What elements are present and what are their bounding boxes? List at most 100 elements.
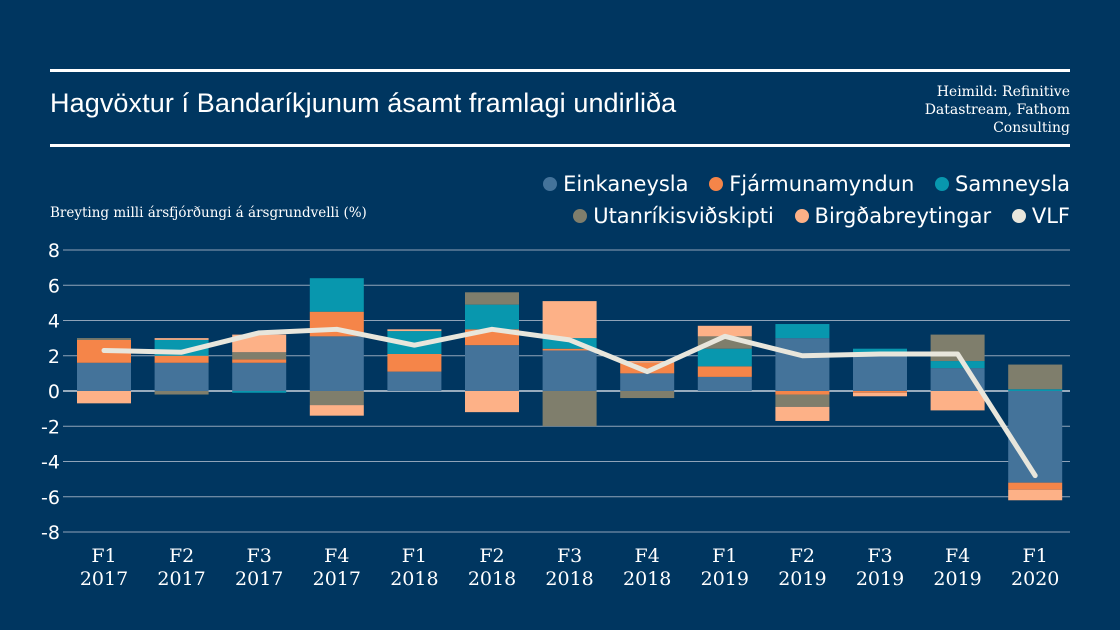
bar-segment-einkaneysla	[697, 376, 752, 391]
x-tick-label: 2019	[701, 568, 749, 590]
legend-label: Fjármunamyndun	[729, 172, 915, 196]
bar-segment-birgðabreytingar	[853, 392, 907, 397]
y-tick-label: 8	[48, 240, 60, 262]
bar-segment-einkaneysla	[77, 362, 131, 391]
bar-segment-fjármunamyndun	[697, 366, 752, 377]
x-tick-label: F3	[247, 545, 272, 567]
bar-segment-samneysla	[930, 361, 985, 369]
x-tick-label: F2	[479, 545, 504, 567]
y-tick-label: -6	[41, 487, 60, 509]
legend-row: Einkaneysla Fjármunamyndun Samneysla	[450, 168, 1070, 200]
bar-segment-birgðabreytingar	[775, 406, 830, 421]
x-tick-label: 2018	[623, 568, 671, 590]
bar-segment-utanríkisviðskipti	[465, 292, 519, 305]
legend: Einkaneysla Fjármunamyndun Samneysla Uta…	[450, 168, 1070, 232]
bar-segment-fjármunamyndun	[387, 353, 442, 372]
bar-segment-einkaneysla	[387, 371, 442, 391]
legend-label: Utanríkisviðskipti	[593, 204, 774, 228]
y-tick-label: -2	[41, 416, 60, 438]
x-tick-label: 2019	[778, 568, 826, 590]
legend-label: Einkaneysla	[563, 172, 689, 196]
chart-title: Hagvöxtur í Bandaríkjunum ásamt framlagi…	[50, 88, 677, 118]
bar-segment-samneysla	[309, 278, 364, 312]
bar-segment-einkaneysla	[154, 362, 209, 391]
x-tick-label: 2018	[468, 568, 516, 590]
bar-segment-birgðabreytingar	[154, 338, 209, 340]
x-tick-label: F4	[635, 545, 660, 567]
x-tick-label: 2019	[933, 568, 981, 590]
x-tick-label: 2020	[1011, 568, 1059, 590]
y-tick-label: 0	[48, 381, 60, 403]
legend-item-vlf: VLF	[1011, 200, 1070, 232]
x-tick-label: 2019	[856, 568, 904, 590]
x-tick-label: F1	[402, 545, 427, 567]
legend-swatch	[573, 209, 588, 223]
bar-segment-utanríkisviðskipti	[77, 338, 131, 340]
legend-label: VLF	[1031, 204, 1070, 228]
x-tick-label: F3	[867, 545, 892, 567]
bar-segment-einkaneysla	[465, 345, 519, 391]
bar-segment-birgðabreytingar	[387, 329, 442, 332]
bar-segment-birgðabreytingar	[1008, 489, 1063, 501]
bar-segment-fjármunamyndun	[1008, 482, 1063, 490]
top-rule	[50, 69, 1070, 72]
bar-segment-utanríkisviðskipti	[1008, 364, 1063, 390]
bar-segment-einkaneysla	[232, 362, 287, 391]
legend-swatch	[1011, 209, 1026, 223]
legend-item-einkaneysla: Einkaneysla	[543, 168, 689, 200]
bar-segment-samneysla	[387, 331, 442, 354]
bar-segment-birgðabreytingar	[697, 325, 752, 337]
y-axis-label: Breyting milli ársfjórðungi á ársgrundve…	[50, 205, 367, 221]
legend-item-samneysla: Samneysla	[935, 168, 1070, 200]
legend-item-birgdabreytingar: Birgðabreytingar	[794, 200, 992, 232]
x-tick-label: 2018	[545, 568, 593, 590]
x-tick-label: F4	[324, 545, 349, 567]
x-tick-label: 2017	[80, 568, 128, 590]
y-tick-label: 2	[48, 346, 60, 368]
source-note: Heimild: Refinitive Datastream, Fathom C…	[850, 83, 1070, 137]
bar-segment-birgðabreytingar	[620, 361, 675, 363]
legend-swatch	[709, 177, 724, 191]
bar-segment-utanríkisviðskipti	[542, 391, 597, 427]
y-tick-label: 4	[48, 311, 60, 333]
bar-segment-fjármunamyndun	[853, 391, 907, 393]
bar-segment-einkaneysla	[1008, 391, 1063, 483]
bar-segment-fjármunamyndun	[232, 359, 287, 363]
x-tick-label: 2018	[390, 568, 438, 590]
legend-row: Utanríkisviðskipti Birgðabreytingar VLF	[450, 200, 1070, 232]
source-line: Heimild: Refinitive	[936, 84, 1070, 100]
x-tick-label: F2	[790, 545, 815, 567]
x-tick-label: F4	[945, 545, 970, 567]
bar-segment-utanríkisviðskipti	[154, 391, 209, 395]
legend-swatch	[935, 177, 950, 191]
y-tick-label: -8	[41, 522, 60, 544]
bar-segment-birgðabreytingar	[465, 391, 519, 413]
y-tick-label: -4	[41, 452, 60, 474]
bar-segment-einkaneysla	[542, 350, 597, 391]
bar-segment-fjármunamyndun	[620, 362, 675, 374]
x-tick-label: F2	[169, 545, 194, 567]
bottom-rule	[50, 144, 1070, 147]
bar-segment-utanríkisviðskipti	[309, 391, 364, 406]
bar-segment-fjármunamyndun	[154, 355, 209, 363]
bar-segment-utanríkisviðskipti	[775, 394, 830, 407]
legend-item-fjarmunamyndun: Fjármunamyndun	[709, 168, 914, 200]
bar-segment-samneysla	[542, 338, 597, 349]
bar-segment-samneysla	[1008, 389, 1063, 391]
bar-segment-fjármunamyndun	[542, 348, 597, 351]
legend-label: Birgðabreytingar	[814, 204, 992, 228]
legend-item-utanrikisvidskipti: Utanríkisviðskipti	[573, 200, 774, 232]
y-tick-label: 6	[48, 275, 60, 297]
x-tick-label: F3	[557, 545, 582, 567]
source-line: Datastream, Fathom	[924, 102, 1070, 118]
bar-segment-samneysla	[465, 304, 519, 330]
bar-segment-utanríkisviðskipti	[232, 352, 287, 360]
bar-segment-samneysla	[697, 348, 752, 367]
bar-segment-samneysla	[232, 391, 287, 393]
bar-segment-birgðabreytingar	[77, 391, 131, 404]
x-tick-label: F1	[91, 545, 116, 567]
x-tick-label: F1	[1023, 545, 1048, 567]
bar-segment-birgðabreytingar	[232, 334, 287, 353]
bar-segment-birgðabreytingar	[542, 301, 597, 339]
